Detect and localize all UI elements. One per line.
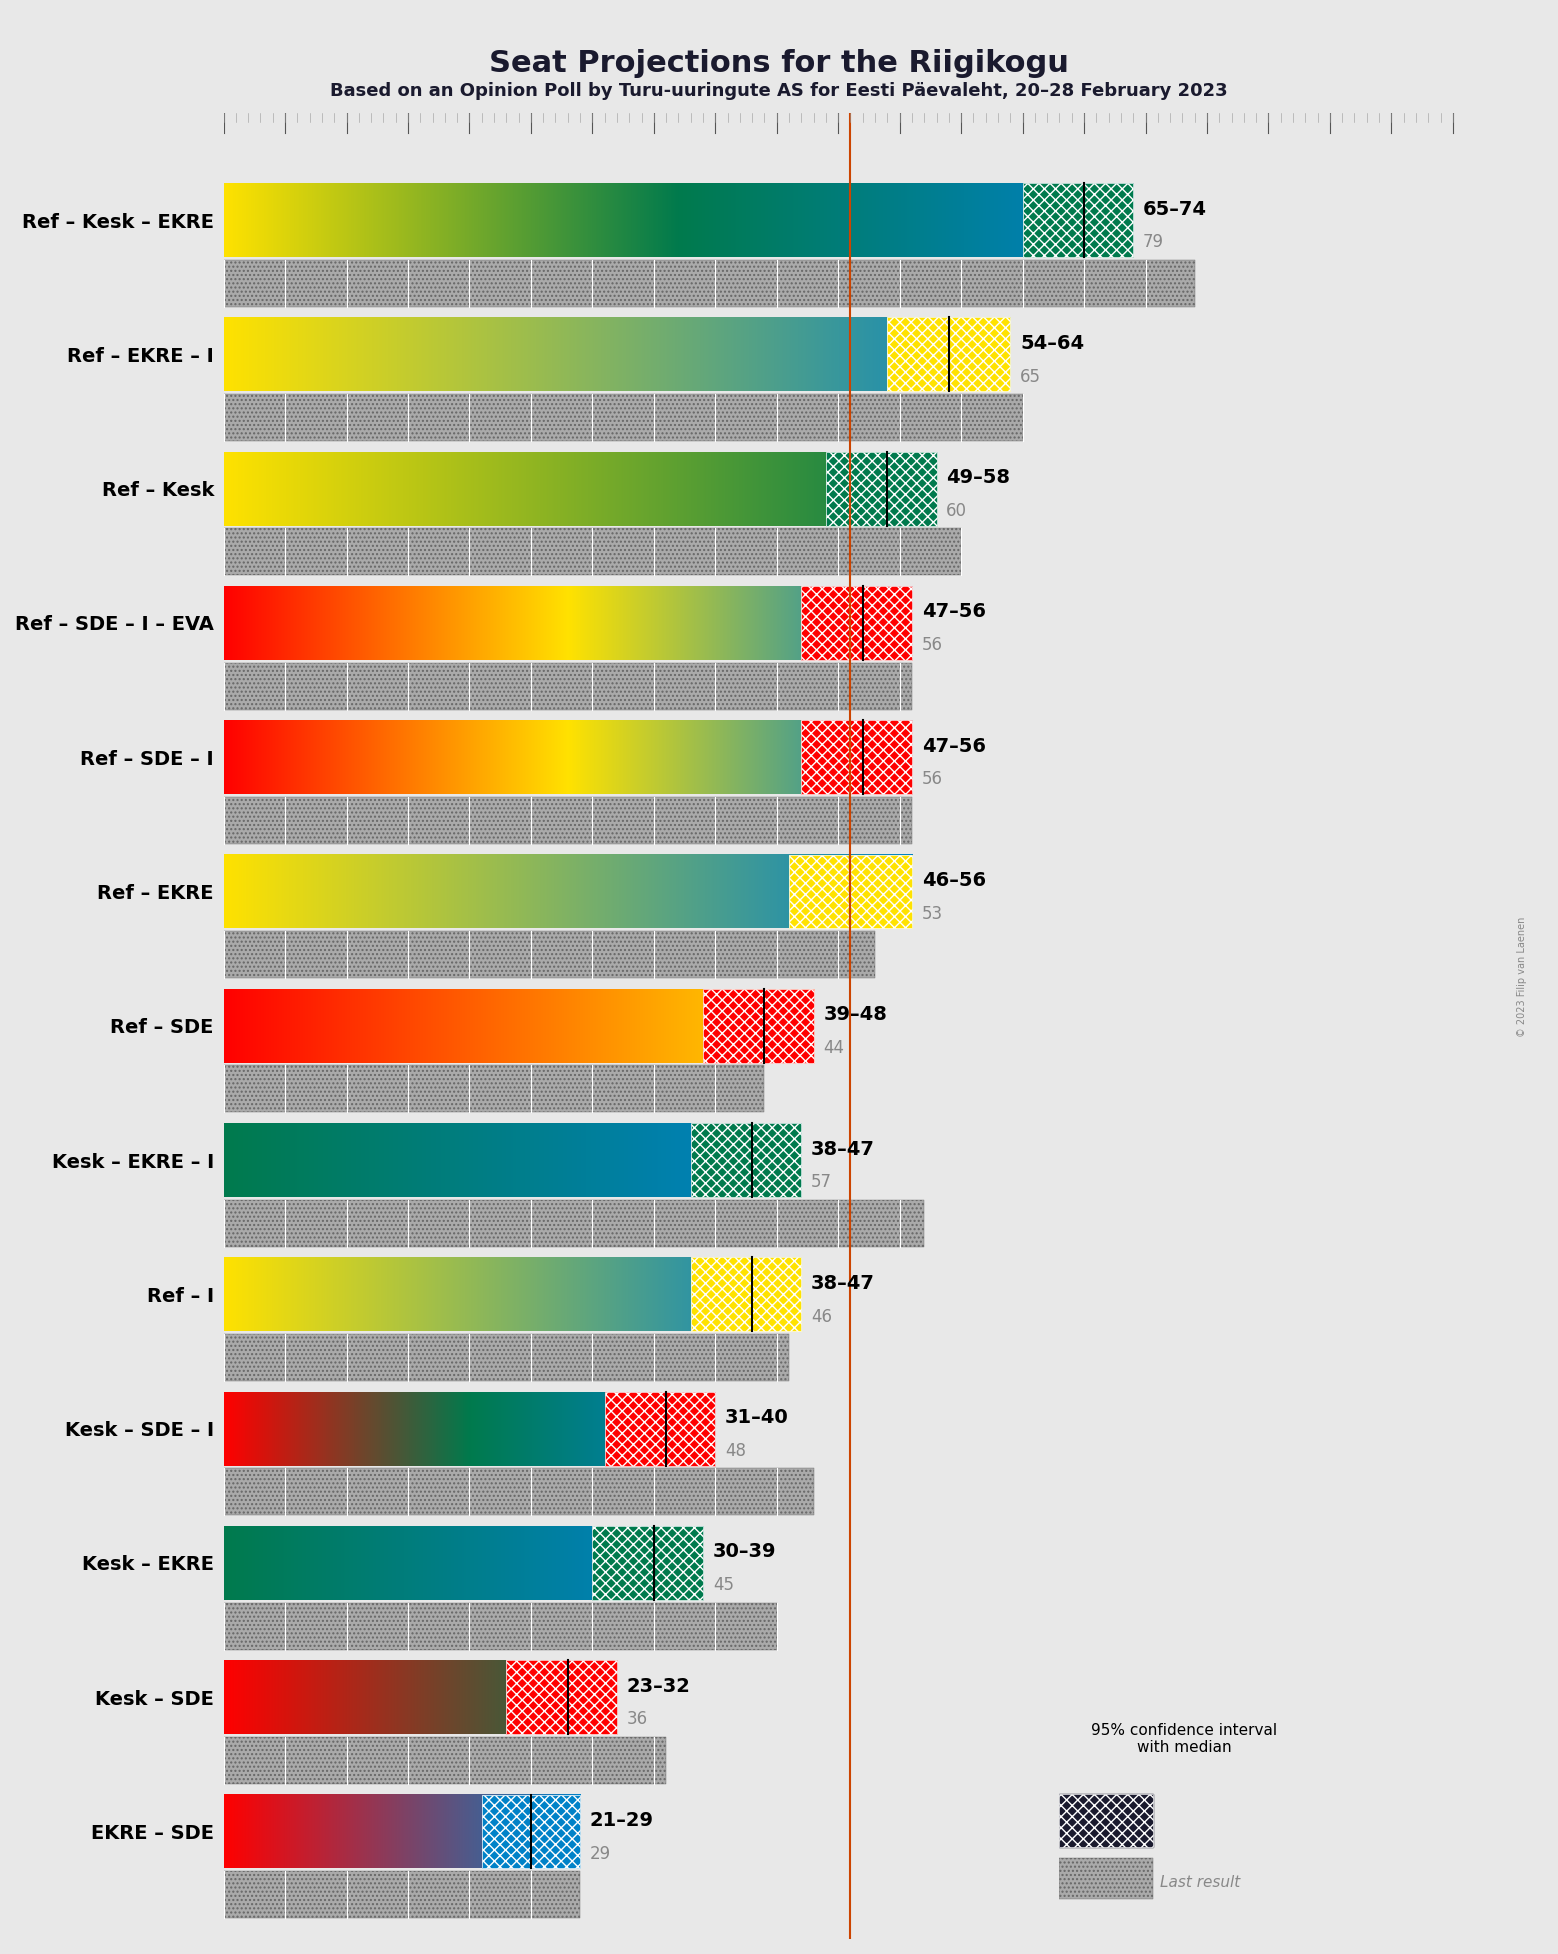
Text: 36: 36 <box>626 1710 648 1729</box>
Bar <box>801 721 911 793</box>
Text: 65: 65 <box>1020 367 1041 385</box>
Bar <box>224 1872 580 1919</box>
Text: 49–58: 49–58 <box>946 469 1011 487</box>
Bar <box>224 1737 667 1784</box>
Text: 48: 48 <box>724 1442 746 1460</box>
Bar <box>224 260 1195 307</box>
Bar <box>1059 1858 1153 1899</box>
Text: © 2023 Filip van Laenen: © 2023 Filip van Laenen <box>1517 916 1527 1038</box>
Text: 57: 57 <box>812 1172 832 1192</box>
Text: 38–47: 38–47 <box>812 1139 876 1159</box>
Text: 23–32: 23–32 <box>626 1677 690 1696</box>
Bar <box>224 1602 777 1649</box>
Bar <box>605 1391 715 1466</box>
Text: 79: 79 <box>1144 233 1164 252</box>
Text: 95% confidence interval
with median: 95% confidence interval with median <box>1091 1723 1278 1755</box>
Bar <box>826 451 936 526</box>
Text: 30–39: 30–39 <box>714 1542 776 1561</box>
Bar <box>224 1737 667 1784</box>
Bar <box>703 989 813 1063</box>
Bar <box>224 1335 788 1381</box>
Text: 65–74: 65–74 <box>1144 199 1207 219</box>
Bar <box>224 932 876 979</box>
Bar <box>224 395 1022 442</box>
Text: 56: 56 <box>922 770 943 787</box>
Text: 29: 29 <box>590 1845 611 1862</box>
Bar <box>801 721 911 793</box>
Bar <box>888 317 1010 391</box>
Text: 38–47: 38–47 <box>812 1274 876 1294</box>
Bar <box>690 1258 801 1331</box>
Bar <box>224 662 911 709</box>
Text: 21–29: 21–29 <box>590 1811 654 1831</box>
Text: 46–56: 46–56 <box>922 871 986 889</box>
Bar <box>224 1467 813 1514</box>
Bar <box>224 395 1022 442</box>
Bar <box>224 528 961 574</box>
Bar <box>224 662 911 709</box>
Text: 31–40: 31–40 <box>724 1409 788 1426</box>
Bar <box>224 260 1195 307</box>
Bar <box>788 854 911 928</box>
Text: Based on an Opinion Poll by Turu-uuringute AS for Eesti Päevaleht, 20–28 Februar: Based on an Opinion Poll by Turu-uuringu… <box>330 82 1228 100</box>
Bar <box>224 1065 765 1112</box>
Bar <box>224 1200 924 1247</box>
Bar <box>481 1794 580 1868</box>
Bar <box>888 317 1010 391</box>
Bar <box>801 586 911 660</box>
Bar <box>826 451 936 526</box>
Bar <box>690 1258 801 1331</box>
Bar <box>224 932 876 979</box>
Bar <box>481 1794 580 1868</box>
Bar <box>1022 184 1133 258</box>
Bar <box>224 797 911 844</box>
Bar <box>224 1467 813 1514</box>
Bar <box>1059 1794 1153 1847</box>
Bar <box>506 1661 617 1735</box>
Bar <box>224 1065 765 1112</box>
Text: 47–56: 47–56 <box>922 737 986 756</box>
Text: 44: 44 <box>824 1040 844 1057</box>
Text: 54–64: 54–64 <box>1020 334 1084 354</box>
Bar <box>1059 1858 1153 1899</box>
Text: 56: 56 <box>922 637 943 655</box>
Bar <box>703 989 813 1063</box>
Bar <box>592 1526 703 1600</box>
Text: 46: 46 <box>812 1307 832 1325</box>
Bar <box>224 1872 580 1919</box>
Text: 53: 53 <box>922 905 943 922</box>
Bar <box>1022 184 1133 258</box>
Bar <box>1059 1794 1153 1847</box>
Bar <box>506 1661 617 1735</box>
Bar <box>224 1602 777 1649</box>
Text: 47–56: 47–56 <box>922 602 986 621</box>
Text: 39–48: 39–48 <box>824 1004 888 1024</box>
Bar <box>592 1526 703 1600</box>
Bar <box>605 1391 715 1466</box>
Text: Last result: Last result <box>1159 1874 1240 1890</box>
Bar <box>690 1124 801 1198</box>
Bar <box>690 1124 801 1198</box>
Bar <box>224 797 911 844</box>
Text: Seat Projections for the Riigikogu: Seat Projections for the Riigikogu <box>489 49 1069 78</box>
Text: 45: 45 <box>714 1577 734 1594</box>
Text: 60: 60 <box>946 502 968 520</box>
Bar <box>801 586 911 660</box>
Bar <box>224 528 961 574</box>
Bar <box>224 1200 924 1247</box>
Bar <box>224 1335 788 1381</box>
Bar <box>788 854 911 928</box>
